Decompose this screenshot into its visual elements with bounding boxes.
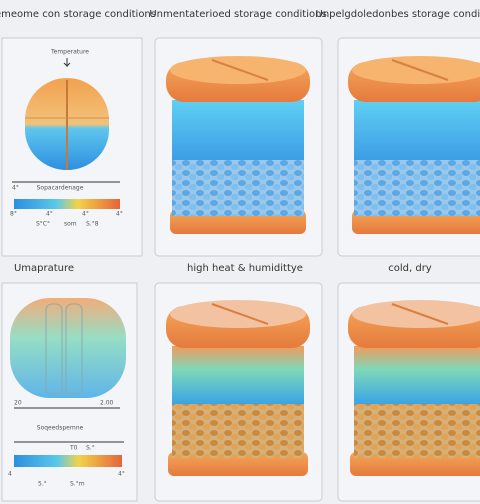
label: 4° bbox=[82, 211, 89, 218]
pill-score bbox=[65, 303, 83, 395]
panel-title: Cemeome con storage conditions bbox=[0, 9, 156, 20]
label: 20 bbox=[14, 400, 22, 407]
label: 4° bbox=[118, 471, 125, 478]
label: 2.00 bbox=[100, 400, 114, 407]
label: 8° bbox=[10, 211, 17, 218]
label: 4° bbox=[116, 211, 123, 218]
label: Temperature bbox=[50, 49, 89, 56]
label: S.°m bbox=[70, 481, 85, 488]
container bbox=[166, 300, 310, 476]
arrow bbox=[63, 58, 71, 68]
pill bbox=[10, 298, 126, 398]
label: 5.° bbox=[38, 481, 47, 488]
container bbox=[348, 56, 480, 234]
label: S°C° bbox=[36, 221, 50, 228]
panel-title: cold, dry bbox=[388, 263, 432, 274]
label: T0 bbox=[69, 445, 78, 452]
label: Soqeedspemne bbox=[37, 425, 84, 432]
color-scale bbox=[14, 455, 122, 467]
label: 4 bbox=[8, 471, 12, 478]
label: 4° bbox=[46, 211, 53, 218]
container bbox=[348, 300, 480, 476]
panel-title: Unpelgdoledonbes storage conditions bbox=[316, 9, 480, 20]
color-scale bbox=[14, 199, 120, 209]
label: Sopacardenage bbox=[37, 185, 84, 192]
panel-title: Umaprature bbox=[14, 263, 74, 274]
label: som bbox=[64, 221, 77, 228]
label: S.° bbox=[86, 445, 95, 452]
label: 4° bbox=[12, 185, 19, 192]
panel-title: Unmentaterioed storage conditions bbox=[149, 9, 326, 20]
pill-score bbox=[45, 303, 63, 395]
container bbox=[166, 56, 310, 234]
panel-title: high heat & humidittye bbox=[187, 263, 303, 274]
label: S.°8 bbox=[86, 221, 99, 228]
